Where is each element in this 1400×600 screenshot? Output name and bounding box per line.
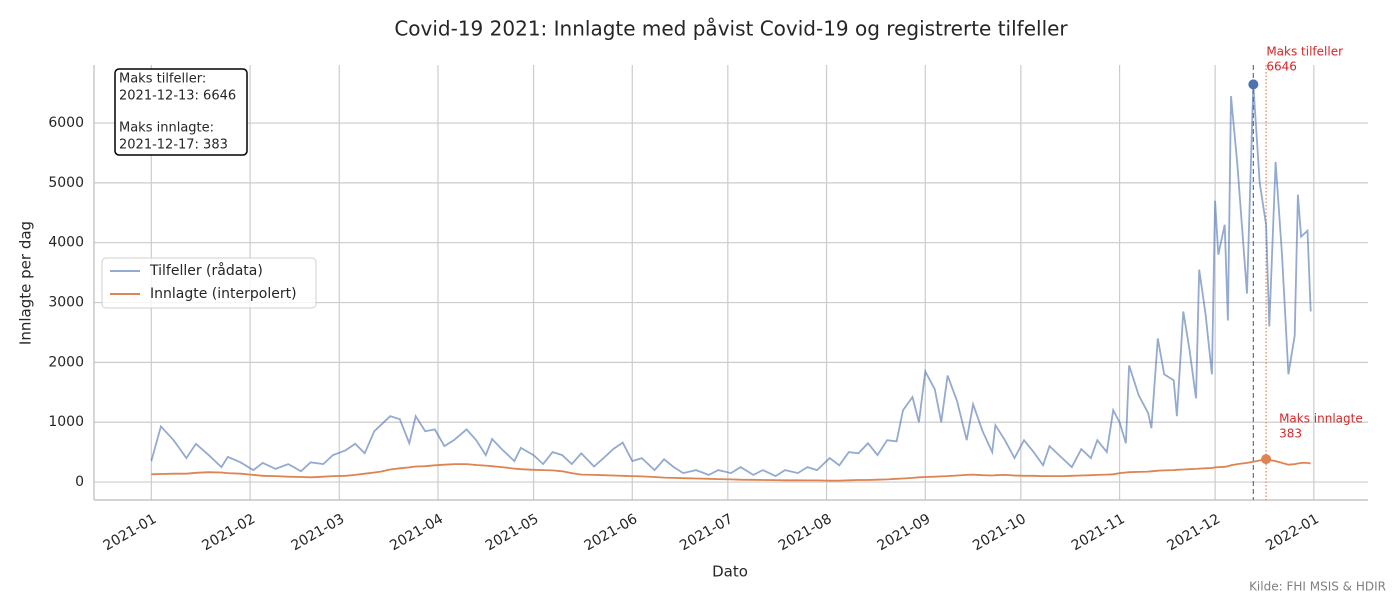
info-text: 2021-12-17: 383 <box>119 138 228 153</box>
legend-box <box>101 257 317 309</box>
chart-title: Covid-19 2021: Innlagte med påvist Covid… <box>394 17 1068 41</box>
y-tick-label: 5000 <box>48 175 84 191</box>
max-marker <box>1248 79 1259 90</box>
annotation-label: 383 <box>1279 427 1302 441</box>
x-tick-label: 2021-02 <box>199 511 258 554</box>
y-tick-label: 4000 <box>48 235 84 251</box>
y-tick-label: 0 <box>75 474 84 490</box>
annotation-label: Maks innlagte <box>1279 412 1363 426</box>
x-tick-label: 2021-09 <box>875 511 934 554</box>
x-tick-label: 2021-11 <box>1069 511 1128 554</box>
y-tick-label: 6000 <box>48 115 84 131</box>
x-tick-label: 2022-01 <box>1263 511 1322 554</box>
x-tick-label: 2021-07 <box>677 511 736 554</box>
info-text: Maks tilfeller: <box>119 72 206 87</box>
x-tick-label: 2021-08 <box>776 511 835 554</box>
x-tick-label: 2021-04 <box>387 511 446 554</box>
max-marker <box>1261 454 1272 465</box>
annotation-label: Maks tilfeller <box>1266 45 1343 59</box>
y-axis-label: Innlagte per dag <box>17 221 35 345</box>
series-line <box>151 458 1311 482</box>
y-tick-label: 3000 <box>48 295 84 311</box>
info-text: 2021-12-13: 6646 <box>119 89 236 104</box>
series-line <box>150 84 1312 478</box>
x-tick-label: 2021-05 <box>483 511 542 554</box>
x-tick-label: 2021-01 <box>101 511 160 554</box>
info-text: Maks innlagte: <box>119 121 214 136</box>
legend-label: Innlagte (interpolert) <box>150 286 297 302</box>
info-box <box>114 68 248 156</box>
x-axis-label: Dato <box>712 563 748 581</box>
source: Kilde: FHI MSIS & HDIR <box>1249 580 1386 594</box>
y-tick-label: 1000 <box>48 414 84 430</box>
annotation-label: 6646 <box>1266 60 1297 74</box>
x-tick-label: 2021-06 <box>582 511 641 554</box>
legend-label: Tilfeller (rådata) <box>149 262 263 279</box>
y-tick-label: 2000 <box>48 354 84 370</box>
x-tick-label: 2021-10 <box>970 511 1029 554</box>
x-tick-label: 2021-12 <box>1164 511 1223 554</box>
x-tick-label: 2021-03 <box>289 511 348 554</box>
